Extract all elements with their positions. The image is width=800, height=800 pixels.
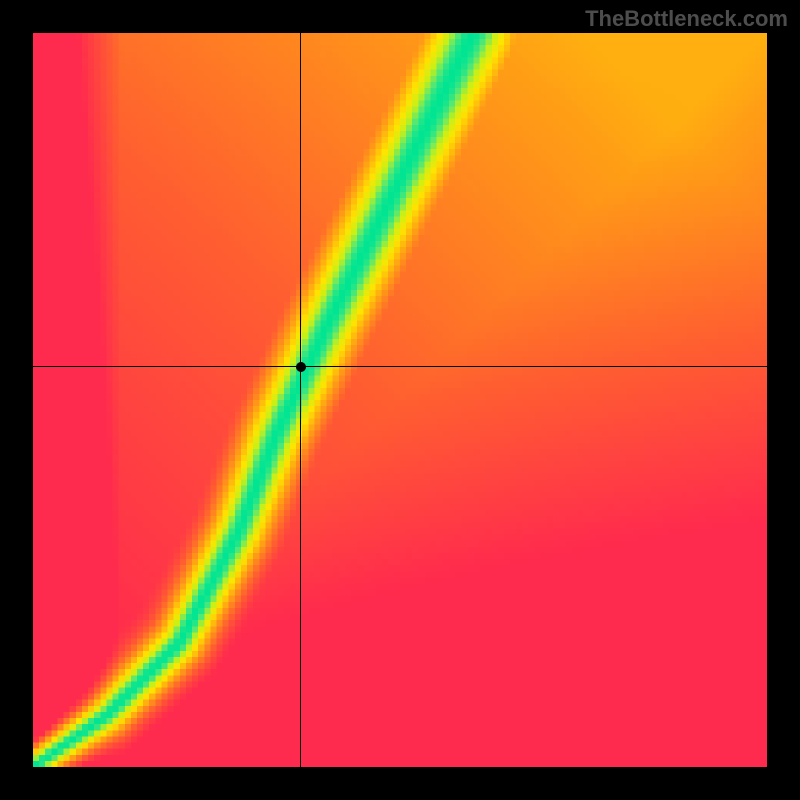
marker-dot — [296, 362, 306, 372]
crosshair-horizontal — [33, 366, 767, 367]
crosshair-vertical — [300, 33, 301, 767]
heatmap-canvas — [33, 33, 767, 767]
plot-area — [33, 33, 767, 767]
watermark-text: TheBottleneck.com — [585, 6, 788, 32]
chart-container: TheBottleneck.com — [0, 0, 800, 800]
